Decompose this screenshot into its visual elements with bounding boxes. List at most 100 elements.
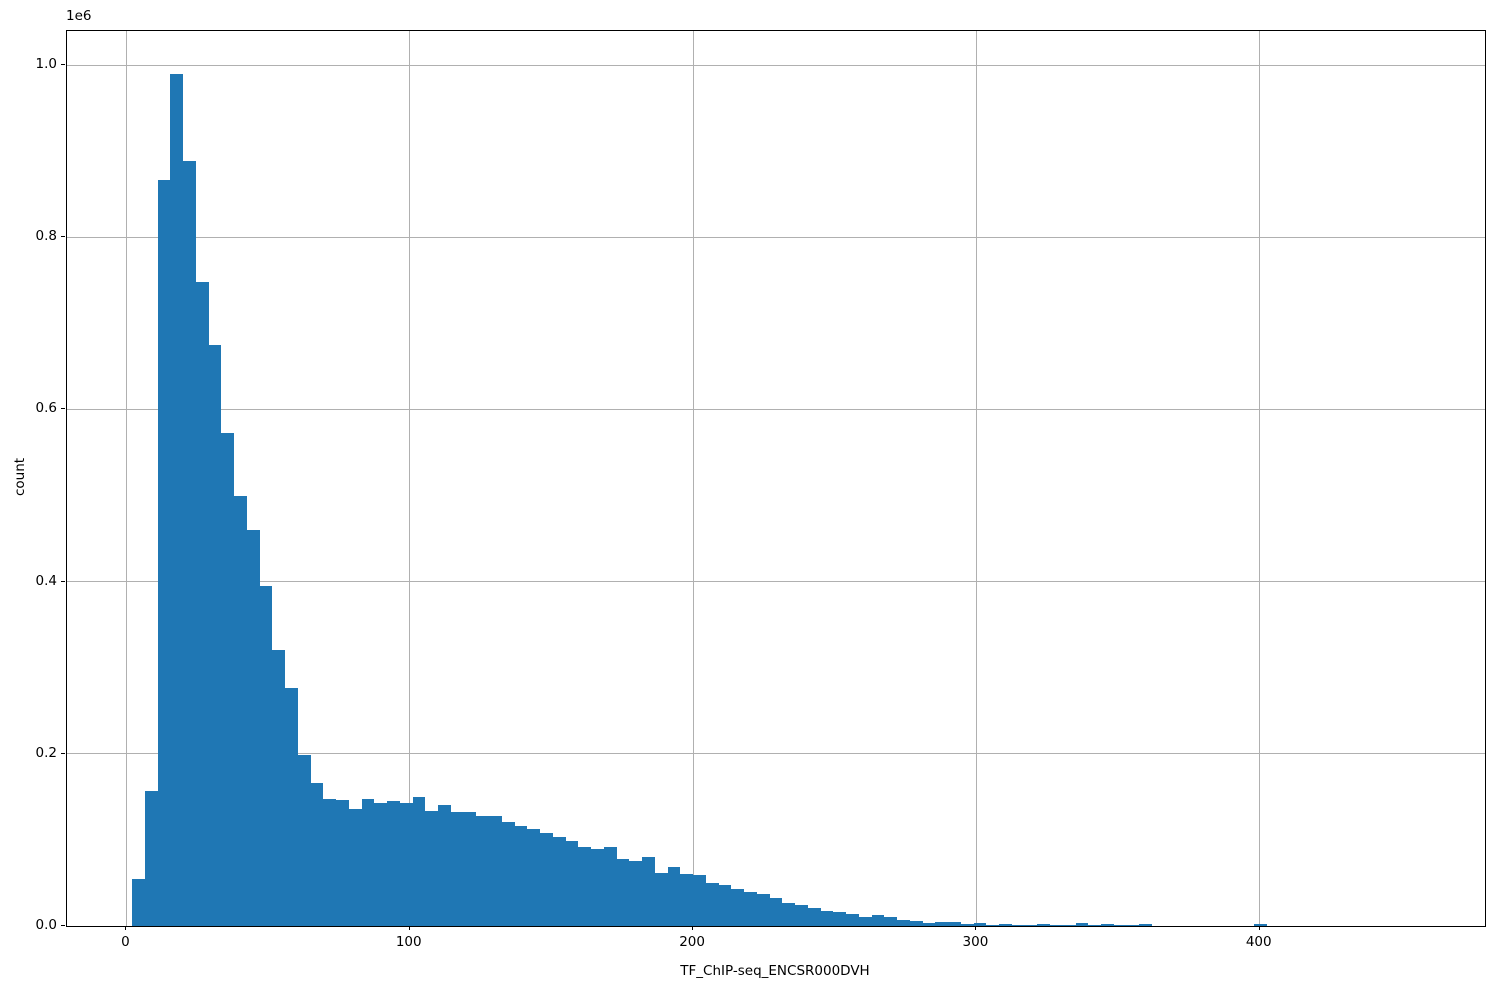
histogram-bar [705,882,719,926]
histogram-bar [208,344,222,926]
histogram-bar [871,914,885,926]
histogram-bar [234,495,247,926]
histogram-bar [540,833,553,926]
y-gridline [67,581,1485,583]
histogram-bar [374,802,388,926]
histogram-bar [680,874,694,926]
histogram-bar [336,800,349,926]
histogram-bar [476,815,490,926]
x-tick-mark [692,926,694,930]
histogram-bar [310,783,324,926]
y-tick-mark [61,408,65,410]
histogram-bar [132,878,145,926]
x-tick-label: 0 [121,934,130,950]
histogram-bar [795,905,808,926]
x-tick-label: 400 [1245,934,1272,950]
x-tick-mark [1258,926,1260,930]
histogram-bar [744,891,757,926]
histogram-bar [1088,924,1102,926]
histogram-bar [144,790,158,926]
y-axis-label: count [12,457,28,497]
histogram-bar [603,846,617,926]
histogram-bar [782,902,796,926]
x-tick-label: 200 [679,934,705,950]
histogram-bar [1037,923,1051,926]
histogram-bar [195,281,209,926]
histogram-bar [897,919,910,926]
histogram-bar [489,815,502,926]
histogram-bar [514,826,528,926]
histogram-bar [693,875,706,926]
histogram-bar [935,921,949,926]
plot-area [66,30,1486,927]
histogram-bar [629,861,643,926]
histogram-bar [973,923,987,926]
x-axis-label: TF_ChIP-seq_ENCSR000DVH [680,963,870,979]
y-tick-mark [61,236,65,238]
histogram-bar [884,917,898,926]
y-gridline [67,236,1485,238]
x-tick-label: 100 [395,934,422,950]
histogram-bar [858,916,872,926]
x-gridline [125,31,127,926]
histogram-bar [259,585,273,926]
x-gridline [975,31,977,926]
y-tick-label: 0.4 [35,572,57,589]
histogram-bar [425,811,439,926]
x-tick-mark [408,926,410,930]
y-gridline [67,64,1485,66]
histogram-bar [1113,925,1127,926]
histogram-bar [807,907,821,926]
histogram-bar [591,849,604,926]
histogram-bar [578,846,592,926]
histogram-bar [1050,924,1063,926]
histogram-bar [642,857,655,926]
histogram-bar [221,432,235,926]
y-gridline [67,753,1485,755]
histogram-bar [1254,924,1267,926]
histogram-bar [756,894,770,926]
x-gridline [409,31,411,926]
y-tick-label: 1.0 [35,56,57,72]
y-gridline [67,408,1485,410]
histogram-bar [157,180,171,926]
histogram-bar [1062,924,1076,926]
histogram-bar [1139,923,1153,926]
histogram-bar [616,858,630,926]
histogram-bar [552,837,566,926]
histogram-bar [501,821,515,926]
histogram-bar [348,808,362,926]
histogram-bar [463,812,477,926]
y-tick-label: 0.2 [35,744,57,761]
histogram-bar [527,828,541,926]
y-tick-mark [61,925,65,926]
histogram-bar [170,73,184,926]
histogram-bar [285,688,298,926]
histogram-bar [399,802,413,926]
x-tick-mark [975,926,977,930]
histogram-bar [960,923,974,926]
histogram-bar [986,924,1000,926]
histogram-bar [183,161,196,926]
y-axis-offset-text: 1e6 [66,8,92,24]
y-tick-mark [61,580,65,582]
histogram-bar [909,920,923,926]
x-tick-label: 300 [962,934,989,950]
histogram-bar [846,914,859,926]
histogram-bar [450,812,464,926]
y-tick-label: 0.6 [35,400,57,417]
histogram-bar [1075,922,1089,926]
histogram-bar [438,805,451,926]
y-tick-mark [61,752,65,754]
histogram-bar [1126,925,1140,926]
histogram-bar [565,840,579,926]
histogram-bar [667,867,681,926]
histogram-bars [67,31,1485,926]
histogram-bar [718,884,732,926]
y-tick-label: 0.8 [35,228,57,245]
y-tick-mark [61,64,65,65]
histogram-bar [833,912,847,926]
y-tick-label: 0.0 [35,917,57,933]
histogram-bar [297,754,311,926]
